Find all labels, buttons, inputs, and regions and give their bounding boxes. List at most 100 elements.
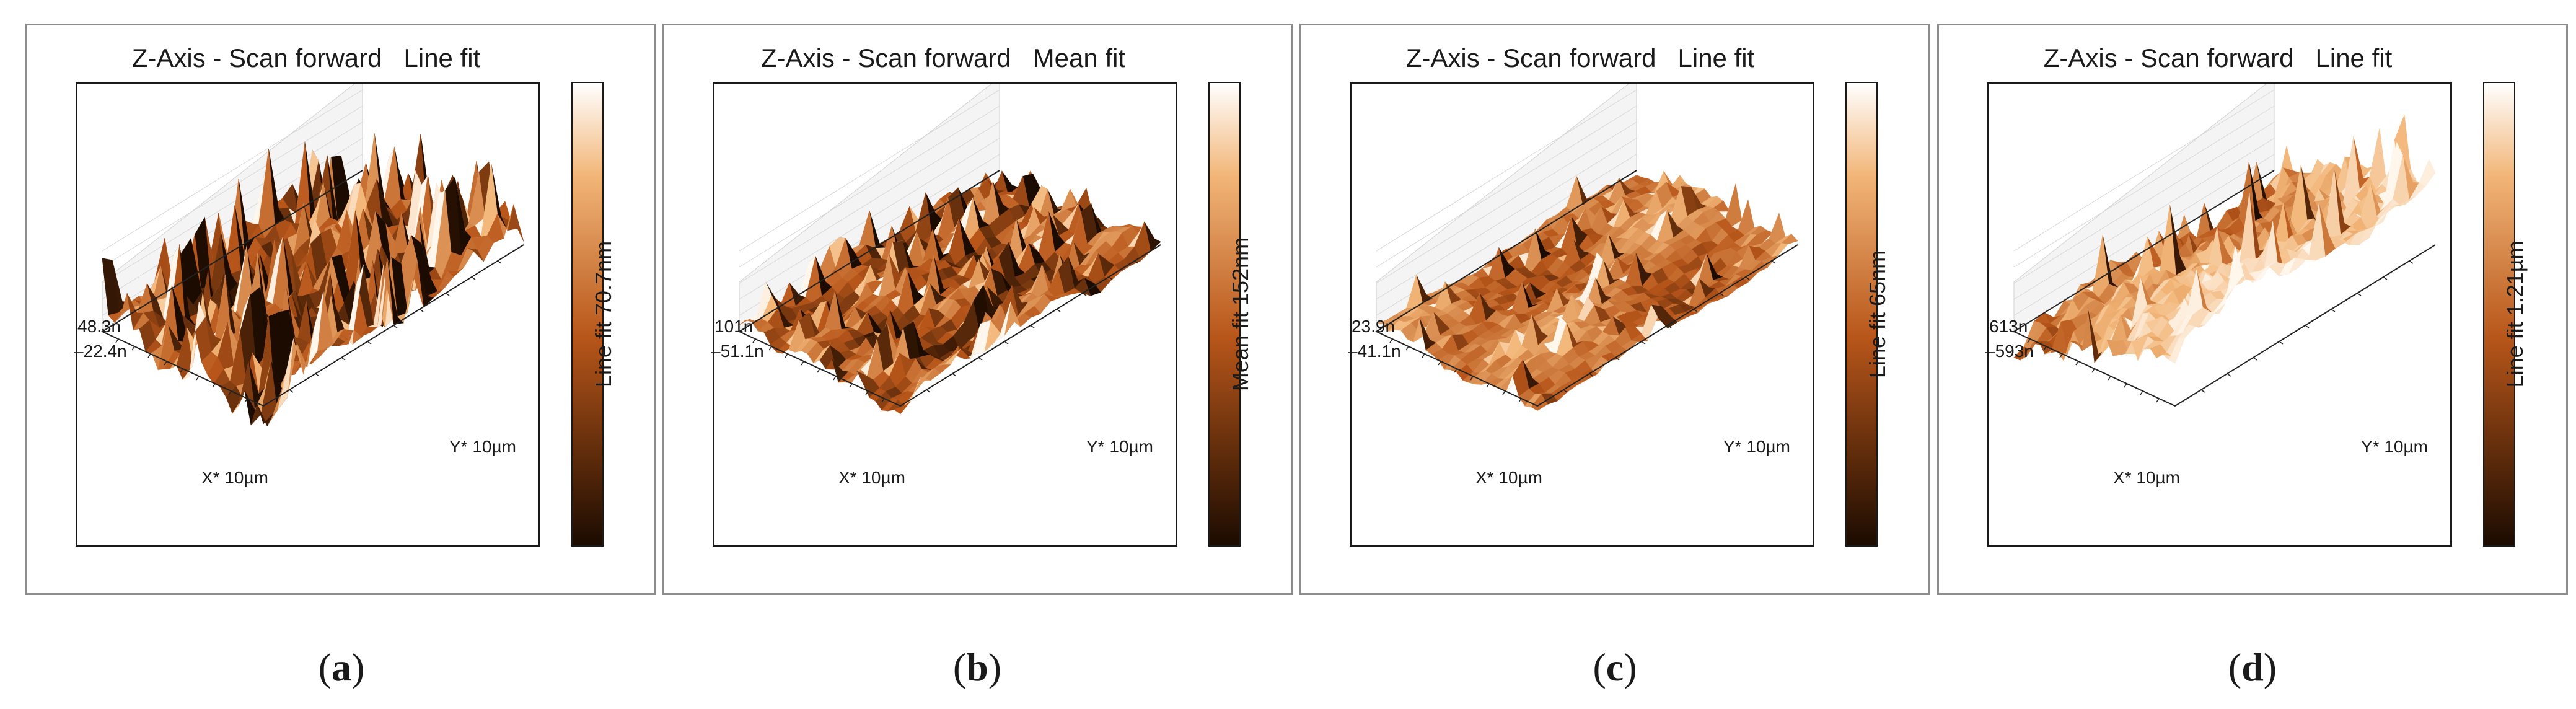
grid-line [2013,89,2275,252]
y-tick [978,357,983,361]
grid-line [2013,154,2275,316]
y-tick [1563,389,1568,393]
grid-line [2013,121,2275,284]
x-tick [244,398,248,403]
surface-plot-area: 613n –593n X* 10µm Y* 10µm [1985,82,2452,547]
x-tick [817,368,820,373]
y-tick [1134,260,1139,264]
colorbar-label: Line fit 65nm [1865,250,1890,379]
y-tick [419,309,424,312]
panel-title: Z-Axis - Scan forward Line fit [131,43,481,73]
x-tick [196,376,200,381]
surface-facet [1531,394,1548,411]
colorbar-label: Line fit 70.7nm [591,240,616,388]
x-axis-label: X* 10µm [201,468,268,487]
y-tick [926,389,931,393]
x-tick [2091,368,2095,373]
x-tick [1422,353,1425,358]
grid-line [2013,138,2275,300]
x-axis-label: X* 10µm [2113,468,2180,487]
y-tick [1030,325,1035,328]
z-max-label: 23.9n [1352,317,1396,336]
grid-line [2013,105,2275,268]
y-tick [2383,276,2388,280]
y-tick [1667,325,1672,328]
surface-plot-area: 101n –51.1n X* 10µm Y* 10µm [711,82,1177,547]
z-min-label: –593n [1985,341,2034,361]
caption-d: (d) [2228,645,2277,689]
z-min-label: –51.1n [711,341,764,361]
y-tick [1693,309,1698,312]
x-tick [1405,346,1409,351]
x-tick [2075,361,2079,366]
y-tick [1056,309,1061,312]
colorbar [1845,82,1878,547]
panel-title: Z-Axis - Scan forward Mean fit [760,43,1126,73]
x-tick [1438,361,1441,366]
afm-panel-c: Z-Axis - Scan forward Line fit 23.9n –41.1… [1299,24,1930,595]
surface-facet [507,204,524,242]
x-tick [1389,338,1393,343]
surface-plot-area: 23.9n –41.1n X* 10µm Y* 10µm [1348,82,1814,547]
afm-3d-surface [737,84,1161,415]
y-tick [471,276,476,280]
x-tick [1486,383,1490,388]
afm-3d-surface [1374,84,1798,411]
colorbar [571,82,604,547]
x-tick [2156,398,2160,403]
x-tick [1470,376,1474,381]
surface-facet [2168,337,2186,364]
caption-a: (a) [318,645,365,689]
afm-panel-a: Z-Axis - Scan forward Line fit 48.3n –22.4… [25,24,656,595]
grid-line [1376,138,1637,300]
grid-line [739,121,1000,284]
z-min-label: –22.4n [74,341,127,361]
x-tick [164,361,167,366]
x-tick [1454,368,1457,373]
y-tick [1004,341,1009,345]
y-tick [1719,293,1724,296]
grid-line [739,89,1000,252]
z-max-label: 613n [1989,317,2028,336]
y-tick [2253,357,2257,361]
x-tick [147,353,151,358]
afm-3d-surface [100,84,524,426]
x-axis-label: X* 10µm [838,468,905,487]
grid-line [102,121,363,284]
y-tick [367,341,372,345]
x-tick [785,353,788,358]
x-tick [881,398,885,403]
grid-line [1376,89,1637,252]
y-tick [289,389,294,393]
y-tick [2331,309,2336,312]
y-tick [2227,373,2231,377]
y-tick [1589,373,1594,377]
surface-facet [2419,159,2436,187]
colorbar-label: Line fit 1.21µm [2502,240,2528,388]
x-tick [212,383,216,388]
y-tick [393,325,398,328]
x-tick [1502,390,1506,395]
y-tick [952,373,957,377]
x-tick [2027,338,2031,343]
x-tick [865,390,869,395]
afm-panel-b: Z-Axis - Scan forward Mean fit 101n –51.1n… [662,24,1293,595]
caption-c: (c) [1593,645,1637,689]
x-tick [228,390,232,395]
z-min-label: –41.1n [1348,341,1401,361]
y-tick [2305,325,2310,328]
afm-panel-d: Z-Axis - Scan forward Line fit 613n –593n X… [1937,24,2568,595]
y-tick [1641,341,1646,345]
x-tick [131,346,135,351]
grid-line [739,105,1000,268]
x-tick [180,368,183,373]
surface-facet [1725,183,1743,227]
y-tick [2200,389,2205,393]
y-axis-label: Y* 10µm [1723,437,1790,456]
y-tick [497,260,502,264]
x-tick [2124,383,2127,388]
x-tick [833,376,837,381]
x-tick [2140,390,2143,395]
panel-title: Z-Axis - Scan forward Line fit [2043,43,2393,73]
y-tick [2409,260,2414,264]
